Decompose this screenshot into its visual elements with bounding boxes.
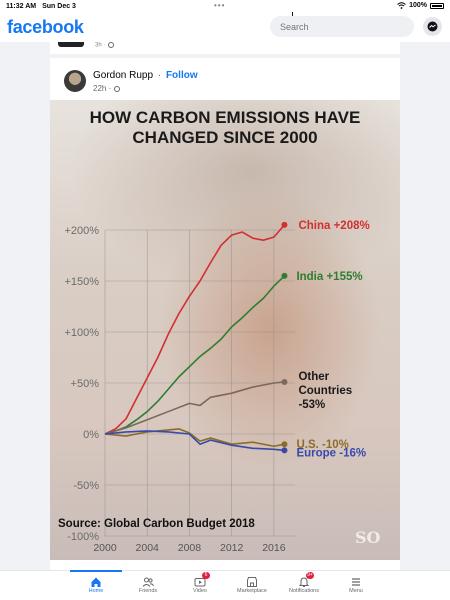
follow-button[interactable]: Follow: [165, 70, 198, 81]
nav-notifications[interactable]: 9+ Notifications: [278, 571, 330, 600]
news-feed[interactable]: 3h · Gordon Rupp · Follow 22h · HOW CARB…: [0, 42, 450, 570]
series-line: [104, 275, 286, 435]
series-end-point: [281, 221, 288, 228]
x-tick-label: 2012: [220, 542, 244, 554]
home-icon: [90, 575, 102, 587]
chart-title: HOW CARBON EMISSIONS HAVE CHANGED SINCE …: [50, 108, 400, 148]
search-input[interactable]: [270, 16, 414, 37]
y-tick-label: 0%: [83, 429, 99, 441]
series-end-point: [281, 441, 288, 448]
watermark: SO: [355, 528, 381, 547]
previous-post-time: 3h ·: [95, 42, 115, 49]
nav-notifications-label: Notifications: [289, 588, 319, 594]
bottom-nav: Home Friends 6 Video Marketplace 9+ Noti…: [0, 570, 450, 600]
app-header: facebook: [0, 12, 450, 42]
status-date: Sun Dec 3: [42, 2, 76, 10]
wifi-icon: [397, 2, 406, 9]
series-label: Europe -16%: [296, 447, 366, 459]
friends-icon: [142, 575, 154, 587]
post-image-chart[interactable]: HOW CARBON EMISSIONS HAVE CHANGED SINCE …: [50, 100, 400, 560]
x-tick-label: 2016: [262, 542, 286, 554]
author-avatar[interactable]: [64, 70, 86, 92]
nav-marketplace[interactable]: Marketplace: [226, 571, 278, 600]
nav-menu[interactable]: Menu: [330, 571, 382, 600]
series-line: [104, 428, 285, 448]
nav-menu-label: Menu: [349, 588, 363, 594]
series-end-point: [281, 272, 288, 279]
nav-marketplace-label: Marketplace: [237, 588, 267, 594]
chart-title-line-2: CHANGED SINCE 2000: [132, 128, 318, 147]
series-label: India +155%: [296, 271, 362, 283]
messenger-button[interactable]: [423, 17, 442, 36]
series-label: U.S. -10%: [296, 439, 348, 451]
previous-post: 3h ·: [50, 42, 400, 54]
messenger-icon: [427, 21, 438, 32]
battery-icon: [430, 2, 444, 9]
series-label: Other Countries -53%: [298, 371, 352, 411]
video-icon: 6: [194, 572, 210, 587]
series-line: [104, 224, 286, 435]
y-tick-label: +100%: [64, 327, 99, 339]
x-tick-label: 2004: [136, 542, 160, 554]
multitask-dots-icon[interactable]: •••: [214, 1, 226, 10]
series-label-line: Countries: [298, 385, 352, 397]
bell-icon: 9+: [298, 572, 314, 587]
y-tick-label: +50%: [71, 378, 100, 390]
x-tick-label: 2000: [93, 542, 117, 554]
series-label-line: -53%: [298, 399, 325, 411]
nav-home-label: Home: [88, 588, 104, 594]
nav-video-label: Video: [193, 588, 207, 594]
x-tick-label: 2008: [178, 542, 202, 554]
series-end-point: [281, 447, 288, 454]
series-end-point: [281, 378, 288, 385]
status-time: 11:32 AM: [6, 2, 37, 10]
nav-home[interactable]: Home: [70, 570, 122, 600]
menu-icon: [350, 575, 362, 587]
active-indicator: [70, 570, 122, 572]
chart-title-line-1: HOW CARBON EMISSIONS HAVE: [89, 108, 361, 127]
y-tick-label: -50%: [73, 480, 99, 492]
globe-icon: [114, 85, 121, 92]
notifications-badge: 9+: [306, 572, 314, 579]
battery-percent: 100%: [409, 2, 427, 9]
video-badge: 6: [202, 572, 210, 579]
post-time[interactable]: 22h ·: [93, 84, 121, 93]
series-line: [104, 381, 285, 435]
marketplace-icon: [246, 575, 258, 587]
y-tick-label: +150%: [64, 276, 99, 288]
line-chart: +200% +150% +100% +50% 0% -50% -100%2000 2004 20…: [64, 220, 369, 554]
status-bar: 11:32 AM Sun Dec 3 ••• 100%: [0, 0, 450, 12]
series-label: China +208%: [298, 220, 369, 232]
nav-friends-label: Friends: [138, 588, 158, 594]
series-line: [104, 430, 285, 452]
separator: ·: [157, 70, 162, 81]
series-label-line: Other: [298, 371, 329, 383]
globe-icon: [108, 42, 115, 48]
y-tick-label: +200%: [64, 225, 99, 237]
post-card: Gordon Rupp · Follow 22h · HOW CARBON EM…: [50, 58, 400, 570]
chart-source: Source: Global Carbon Budget 2018: [58, 518, 255, 530]
previous-post-avatar: [58, 42, 84, 47]
post-author-line: Gordon Rupp · Follow: [93, 70, 198, 81]
nav-friends[interactable]: Friends: [122, 571, 174, 600]
author-name[interactable]: Gordon Rupp: [93, 70, 154, 81]
facebook-logo[interactable]: facebook: [7, 17, 84, 37]
y-tick-label: -100%: [67, 531, 99, 543]
nav-video[interactable]: 6 Video: [174, 571, 226, 600]
